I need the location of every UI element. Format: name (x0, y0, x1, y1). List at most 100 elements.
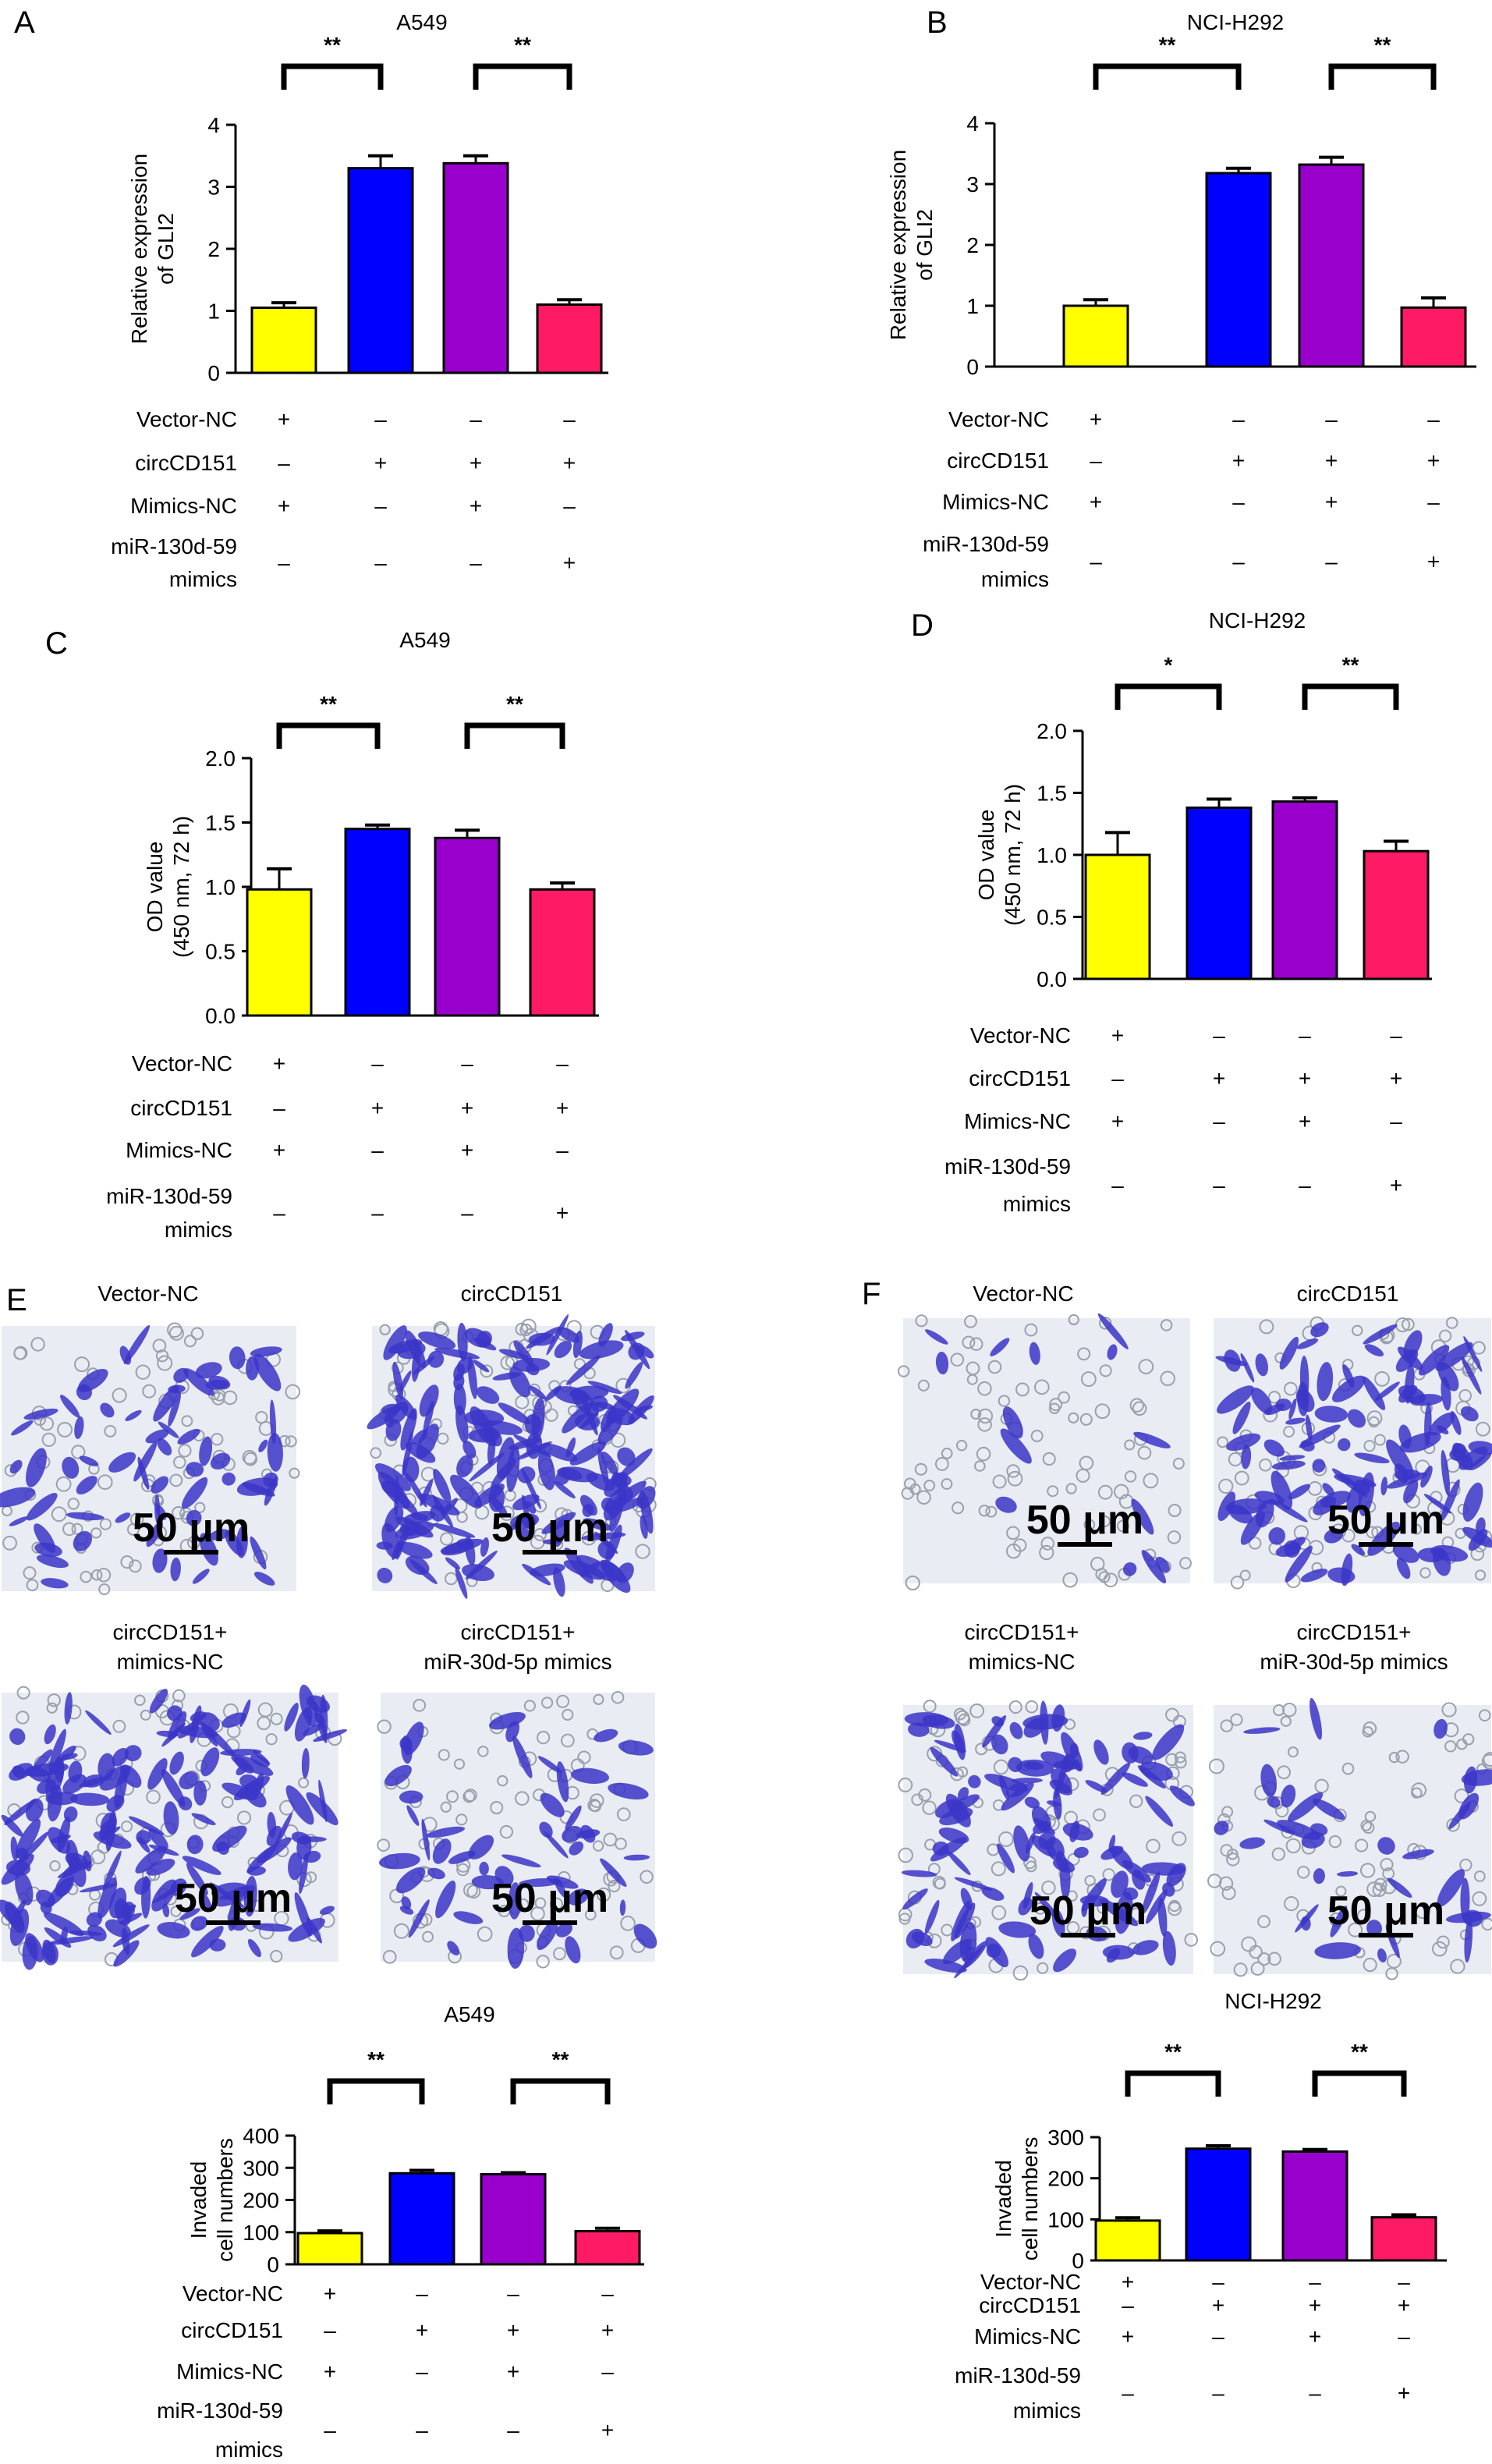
stained-cell (1024, 1796, 1040, 1809)
membrane-pore (593, 1693, 604, 1705)
stained-cell (1354, 1452, 1390, 1464)
bar-1 (1084, 853, 1151, 980)
membrane-pore (243, 1452, 258, 1466)
stained-cell (1403, 1330, 1423, 1360)
panel-label-a: A (14, 5, 35, 40)
stained-cell (507, 1927, 525, 1969)
stained-cell (433, 1469, 452, 1504)
membrane-pore (236, 1810, 252, 1825)
condition-mark: – (416, 2281, 428, 2306)
stained-cell (553, 1567, 565, 1597)
significance-bracket (473, 63, 572, 90)
membrane-pore (1006, 1464, 1020, 1478)
membrane-pore (1218, 1478, 1234, 1494)
membrane-pore (917, 1379, 930, 1392)
condition-label: circCD151 (135, 451, 237, 475)
stained-cell (186, 1462, 204, 1477)
stained-cell (597, 1415, 623, 1445)
stained-cell (186, 1863, 208, 1895)
membrane-pore (1217, 1436, 1228, 1448)
stained-cell (1403, 1479, 1419, 1504)
stained-cell (313, 1729, 348, 1742)
stained-cell (1468, 1529, 1488, 1551)
stained-cell (170, 1557, 181, 1582)
stained-cell (544, 1385, 562, 1402)
significance-bracket (464, 722, 565, 749)
membrane-pore (1438, 1329, 1452, 1342)
membrane-pore (16, 1686, 30, 1700)
stained-cell (1377, 1948, 1387, 1963)
chart-c: A549 0.0 0.5 1.0 1.5 2.0 OD value (450 nm, 72 h… (106, 628, 599, 1242)
stained-cell (288, 1852, 303, 1881)
condition-mark: + (1299, 1066, 1311, 1090)
stained-cell (1040, 1751, 1075, 1770)
membrane-pore (1172, 1457, 1185, 1470)
membrane-pore (577, 1750, 591, 1764)
stained-cell (1255, 1353, 1268, 1377)
stained-cell (942, 1938, 972, 1965)
membrane-pore (1160, 1370, 1175, 1387)
condition-label: Mimics-NC (974, 2324, 1081, 2349)
membrane-pore (99, 1518, 112, 1530)
stained-cell (1128, 1746, 1154, 1764)
stained-cell (462, 1564, 494, 1582)
bar-4 (1400, 306, 1467, 368)
stained-cell (986, 1943, 1001, 1959)
stained-cell (932, 1841, 949, 1856)
y-tick-label: 3 (207, 175, 220, 200)
membrane-pore (966, 1361, 980, 1376)
stained-cell (623, 1854, 650, 1861)
stained-cell (1011, 1778, 1043, 1784)
bar-4 (574, 2230, 641, 2266)
membrane-pore (46, 1702, 58, 1714)
stained-cell (247, 1866, 266, 1876)
membrane-pore (96, 1568, 112, 1583)
membrane-pore (1481, 1917, 1492, 1931)
stained-cell (606, 1388, 640, 1425)
y-axis-label-line: of GLI2 (154, 213, 178, 285)
condition-label: Mimics-NC (942, 490, 1049, 514)
condition-label: mimics (215, 2437, 283, 2462)
stained-cell (1051, 1704, 1065, 1732)
condition-mark: – (470, 551, 482, 575)
membrane-pore (1472, 1341, 1486, 1355)
membrane-pore (462, 1790, 476, 1803)
stained-cell (63, 1806, 78, 1822)
significance-bracket (1328, 63, 1437, 90)
membrane-pore (74, 1356, 90, 1373)
stained-cell (1122, 1562, 1137, 1576)
stained-cell (930, 1746, 959, 1777)
stained-cell (186, 1835, 204, 1855)
membrane-pore (923, 1700, 937, 1714)
y-tick-label: 4 (207, 113, 220, 137)
stained-cell (125, 1409, 142, 1421)
stained-cell (1267, 1796, 1281, 1808)
condition-label: Vector-NC (948, 407, 1049, 431)
chart-title: A549 (396, 10, 447, 34)
stained-cell (619, 1899, 626, 1916)
membrane-pore (1042, 1452, 1056, 1466)
stained-cell (250, 1754, 270, 1767)
stained-cell (419, 1384, 439, 1417)
membrane-pore (183, 1335, 197, 1348)
significance-label: ** (1342, 653, 1359, 677)
stained-cell (509, 1515, 527, 1531)
stained-cell (162, 1903, 170, 1918)
micrograph-2: 50 μm (1214, 1316, 1492, 1590)
membrane-pore (23, 1566, 37, 1580)
stained-cell (617, 1447, 636, 1466)
stained-cell (64, 1692, 73, 1725)
membrane-pore (1039, 1544, 1054, 1561)
condition-mark: – (1232, 407, 1245, 431)
y-axis-label: Relative expression of GLI2 (886, 150, 937, 340)
membrane-pore (39, 1416, 55, 1431)
stained-cell (112, 1747, 129, 1767)
membrane-pore (1478, 1709, 1491, 1722)
membrane-pore (1233, 1962, 1248, 1977)
condition-mark: + (1427, 550, 1440, 574)
membrane-pore (1221, 1885, 1236, 1900)
stained-cell (1260, 1764, 1277, 1797)
membrane-pore (1257, 1915, 1271, 1928)
stained-cell (294, 1707, 313, 1742)
membrane-pore (1230, 1576, 1245, 1590)
